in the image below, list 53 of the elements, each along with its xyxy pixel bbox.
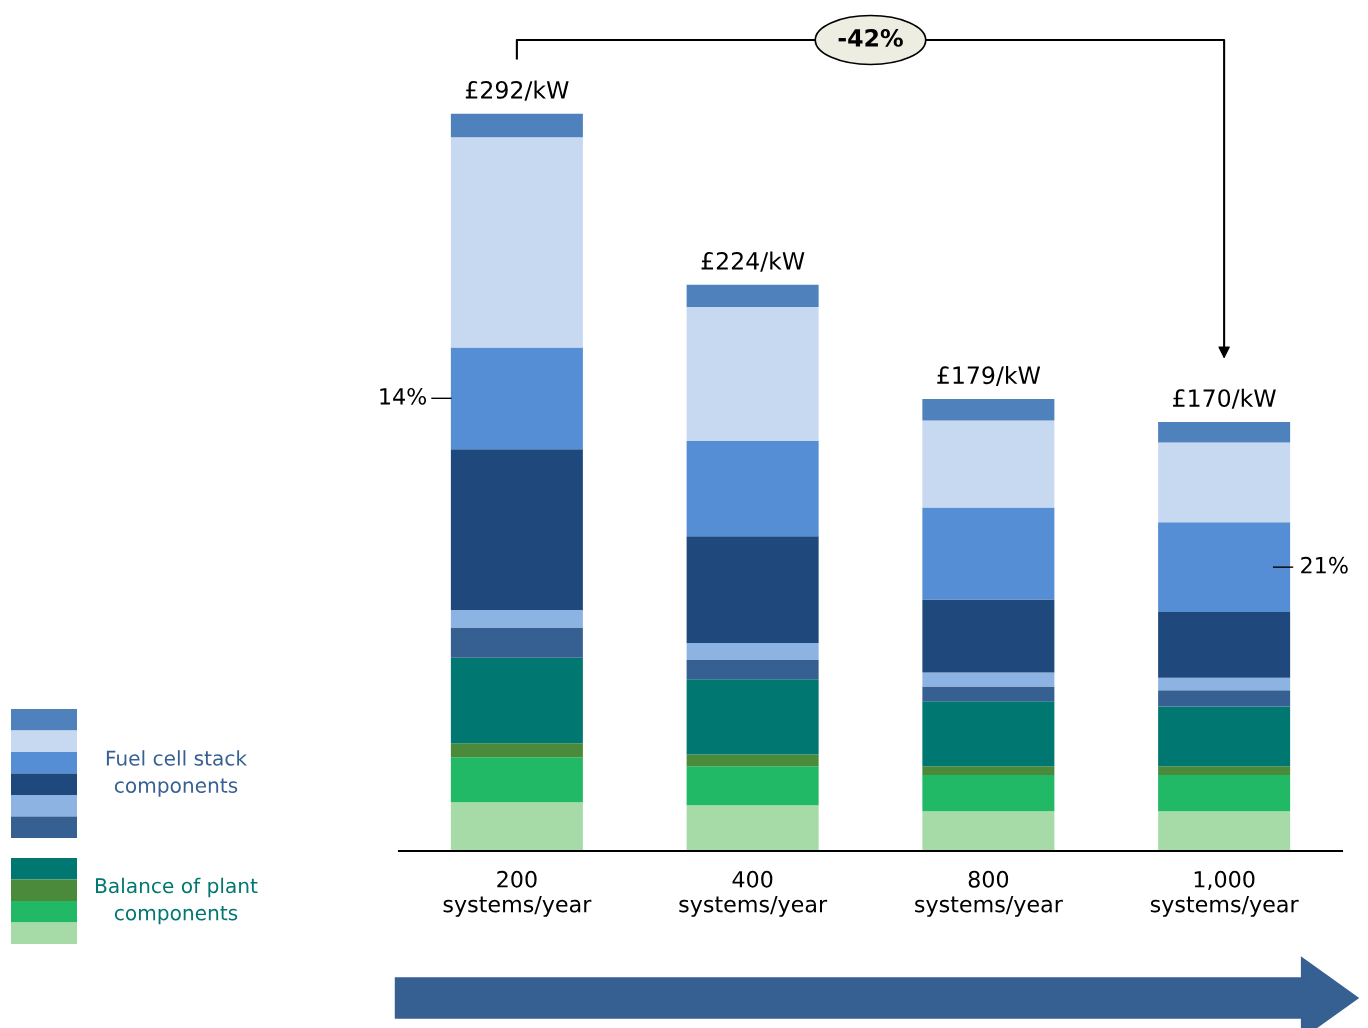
bar (686, 660, 819, 680)
bar (1158, 706, 1291, 767)
annotation: 14% (380, 387, 427, 405)
text: Balance of plant components (96, 877, 258, 925)
bar (1158, 442, 1291, 523)
bar (686, 766, 819, 806)
bar (922, 775, 1055, 812)
bar (1158, 522, 1291, 613)
text: Fuel cell stack components (106, 750, 248, 797)
annotation: £224/kW (701, 251, 805, 272)
bar (922, 672, 1055, 687)
bar (922, 701, 1055, 767)
x-tick-label: 400 systems/year (679, 870, 828, 917)
bar (1158, 612, 1291, 678)
bar (1158, 766, 1291, 776)
bar (1158, 421, 1291, 443)
bar (922, 686, 1055, 702)
bar (450, 137, 583, 348)
bar (450, 609, 583, 628)
annotation: 21% (1301, 556, 1348, 574)
bar (450, 757, 583, 803)
x-tick-label: 800 systems/year (915, 870, 1063, 917)
bar (450, 743, 583, 758)
bar (450, 449, 583, 610)
bar (922, 507, 1055, 600)
bar (686, 441, 819, 537)
text: -42% (838, 28, 903, 47)
bar (686, 306, 819, 442)
bar (922, 599, 1055, 673)
bar (922, 420, 1055, 508)
bar (1158, 811, 1291, 851)
bar (450, 802, 583, 851)
x-tick-label: 1,000 systems/year (1150, 870, 1299, 917)
bar (450, 113, 583, 138)
bar (922, 766, 1055, 776)
annotation: £170/kW (1173, 388, 1276, 409)
annotation: £292/kW (465, 80, 569, 101)
bar (450, 347, 583, 450)
bar (922, 811, 1055, 851)
bar (1158, 690, 1291, 707)
annotation: £179/kW (937, 365, 1041, 387)
bar (686, 284, 819, 307)
bar (450, 657, 583, 744)
bar (686, 805, 819, 851)
bar (1158, 677, 1291, 691)
bar (686, 679, 819, 755)
bar (922, 399, 1055, 421)
bar (686, 643, 819, 661)
bar (450, 627, 583, 658)
bar (1158, 775, 1291, 812)
x-tick-label: 200 systems/year (443, 870, 592, 917)
bar (686, 754, 819, 767)
bar (686, 536, 819, 644)
